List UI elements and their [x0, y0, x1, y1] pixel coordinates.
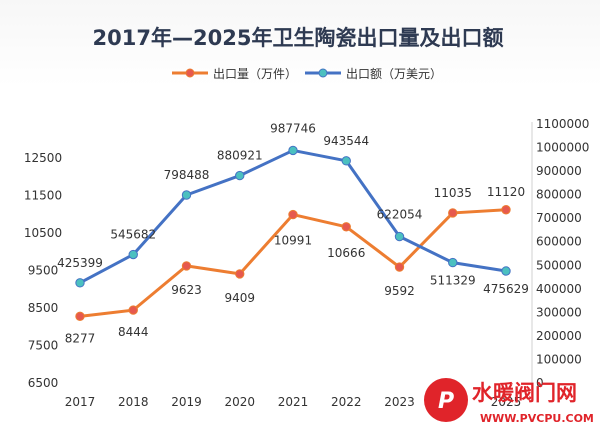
right-axis-tick-label: 100000 [536, 352, 582, 366]
right-axis: 1100000100000090000080000070000060000050… [531, 117, 589, 390]
data-label-export-value: 622054 [377, 208, 423, 222]
data-point-export-volume [128, 305, 138, 315]
x-axis-tick-label: 2025 [491, 395, 522, 409]
data-label-export-volume: 8444 [118, 325, 149, 339]
right-axis-tick-label: 1100000 [536, 117, 589, 131]
data-point-export-volume [181, 261, 192, 271]
data-label-export-volume: 11035 [434, 186, 472, 200]
data-label-export-volume: 9409 [224, 291, 255, 305]
data-point-export-volume [501, 205, 511, 215]
data-label-export-value: 425399 [57, 256, 103, 270]
data-label-export-value: 943544 [323, 134, 369, 148]
legend-marker-export-volume [185, 68, 195, 78]
left-axis-tick-label: 10500 [24, 226, 62, 240]
data-point-export-value [341, 156, 351, 166]
watermark-url: WWW.PVCPU.COM [480, 412, 594, 425]
legend-label-export-value: 出口额（万美元） [346, 67, 442, 81]
data-point-export-value [448, 257, 458, 268]
x-axis-tick-label: 2017 [65, 395, 96, 409]
data-point-export-value [288, 145, 298, 156]
data-point-export-value [128, 249, 138, 260]
left-axis-tick-label: 7500 [28, 339, 59, 353]
left-axis-tick-label: 9500 [28, 264, 59, 278]
right-axis-tick-label: 900000 [536, 164, 582, 178]
right-axis-tick-label: 300000 [536, 305, 582, 319]
data-label-export-value: 475629 [483, 282, 529, 296]
x-axis-tick-label: 2022 [331, 395, 362, 409]
data-point-export-value [235, 170, 245, 181]
data-label-export-value: 987746 [270, 121, 316, 135]
chart-title: 2017年—2025年卫生陶瓷出口量及出口额 [93, 26, 504, 50]
legend-marker-export-value [318, 68, 328, 78]
data-point-export-volume [235, 269, 245, 279]
x-axis-tick-label: 2019 [171, 395, 202, 409]
series-line-export-volume [79, 208, 507, 318]
x-axis-tick-label: 2018 [118, 395, 149, 409]
right-axis-tick-label: 0 [536, 376, 544, 390]
x-axis-tick-label: 2020 [224, 395, 255, 409]
right-axis-tick-label: 700000 [536, 211, 582, 225]
left-axis-tick-label: 11500 [24, 189, 62, 203]
right-axis-tick-label: 400000 [536, 282, 582, 296]
data-point-export-volume [288, 209, 298, 220]
left-axis: 12500 11500 10500 9500 8500 7500 6500 [24, 151, 62, 390]
data-point-export-value [501, 266, 511, 276]
right-axis-tick-label: 600000 [536, 235, 582, 249]
left-axis-tick-label: 12500 [24, 151, 62, 165]
data-label-export-value: 511329 [430, 274, 476, 288]
x-axis-tick-label: 2021 [278, 395, 309, 409]
right-axis-tick-label: 1000000 [536, 141, 589, 155]
data-point-export-value [394, 231, 405, 242]
data-point-export-volume [341, 222, 351, 232]
watermark: P 水暖阀门网 WWW.PVCPU.COM [424, 378, 594, 425]
left-axis-tick-label: 8500 [28, 301, 59, 315]
data-label-export-value: 545682 [110, 228, 156, 242]
series-points [75, 145, 511, 322]
data-label-export-volume: 11120 [487, 185, 525, 199]
data-point-export-volume [448, 208, 458, 218]
data-labels: 8277 8444 9623 9409 10991 10666 9592 11035 11120… [57, 121, 529, 345]
data-point-export-volume [394, 262, 405, 272]
data-label-export-volume: 9592 [384, 284, 415, 298]
data-label-export-value: 798488 [164, 168, 210, 182]
data-point-export-value [75, 278, 85, 288]
watermark-title: 水暖阀门网 [472, 381, 577, 405]
legend: 出口量（万件） 出口额（万美元） [172, 67, 442, 81]
legend-label-export-volume: 出口量（万件） [213, 67, 297, 81]
right-axis-tick-label: 500000 [536, 258, 582, 272]
x-axis-tick-label: 2023 [384, 395, 415, 409]
data-label-export-volume: 8277 [65, 331, 96, 345]
data-label-export-value: 880921 [217, 149, 263, 163]
watermark-logo-icon [424, 378, 468, 422]
right-axis-tick-label: 200000 [536, 329, 582, 343]
data-point-export-value [181, 190, 192, 200]
data-point-export-volume [75, 311, 85, 322]
left-axis-tick-label: 6500 [28, 376, 59, 390]
data-label-export-volume: 9623 [171, 283, 202, 297]
data-label-export-volume: 10991 [274, 234, 312, 248]
right-axis-tick-label: 800000 [536, 188, 582, 202]
data-label-export-volume: 10666 [327, 246, 365, 260]
svg-text:P: P [438, 389, 454, 414]
